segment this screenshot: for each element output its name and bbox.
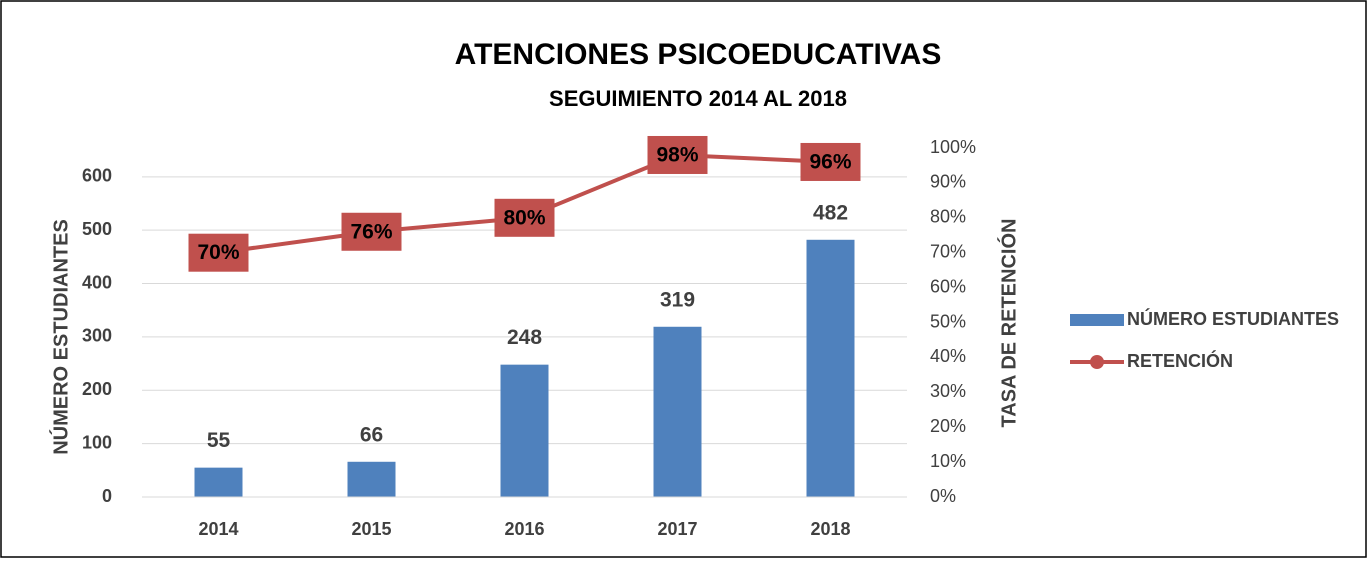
bar-value-label: 482 [813, 201, 848, 224]
line-label-box [800, 142, 861, 181]
y2-tick-label: 10% [930, 451, 966, 471]
y2-tick-label: 90% [930, 172, 966, 192]
y2-axis-label: TASA DE RETENCIÓN [996, 219, 1020, 428]
line-label-box [647, 135, 708, 174]
y-tick-label: 100 [82, 432, 112, 452]
y-tick-label: 200 [82, 379, 112, 399]
y2-tick-label: 30% [930, 381, 966, 401]
line-value-label: 98% [656, 144, 698, 167]
bar [194, 467, 243, 497]
line-value-label: 70% [197, 241, 239, 264]
line-value-label: 96% [809, 151, 851, 174]
bar [347, 461, 396, 497]
line-value-label: 80% [503, 206, 545, 229]
y-tick-label: 600 [82, 166, 112, 186]
legend-swatch [1070, 314, 1124, 326]
bar-value-label: 319 [660, 288, 695, 311]
x-tick-label: 2014 [198, 519, 238, 539]
y-tick-label: 300 [82, 326, 112, 346]
bar [500, 364, 549, 497]
line-label-box [494, 198, 555, 237]
y2-tick-label: 60% [930, 276, 966, 296]
y-tick-label: 400 [82, 272, 112, 292]
bar-value-label: 66 [360, 423, 383, 446]
legend-label: NÚMERO ESTUDIANTES [1127, 308, 1339, 329]
bar-value-label: 55 [207, 429, 231, 452]
y-tick-label: 500 [82, 219, 112, 239]
line-value-label: 76% [350, 220, 392, 243]
legend-swatch [1090, 355, 1104, 369]
x-tick-label: 2015 [351, 519, 391, 539]
y-tick-label: 0 [102, 486, 112, 506]
line-label-box [341, 212, 402, 251]
line-label-box [188, 233, 249, 272]
x-tick-label: 2016 [504, 519, 544, 539]
y2-tick-label: 100% [930, 137, 976, 157]
x-tick-label: 2017 [657, 519, 697, 539]
y2-tick-label: 40% [930, 346, 966, 366]
y2-tick-label: 50% [930, 311, 966, 331]
y2-tick-label: 0% [930, 486, 956, 506]
y2-tick-label: 20% [930, 416, 966, 436]
x-tick-label: 2018 [810, 519, 850, 539]
bar [806, 239, 855, 497]
bar [653, 326, 702, 497]
chart-subtitle: SEGUIMIENTO 2014 AL 2018 [549, 86, 847, 111]
y-axis-label: NÚMERO ESTUDIANTES [48, 219, 72, 455]
bar-value-label: 248 [507, 326, 542, 349]
chart-title: ATENCIONES PSICOEDUCATIVAS [455, 38, 942, 71]
legend-label: RETENCIÓN [1127, 350, 1233, 371]
y2-tick-label: 80% [930, 207, 966, 227]
y2-tick-label: 70% [930, 241, 966, 261]
